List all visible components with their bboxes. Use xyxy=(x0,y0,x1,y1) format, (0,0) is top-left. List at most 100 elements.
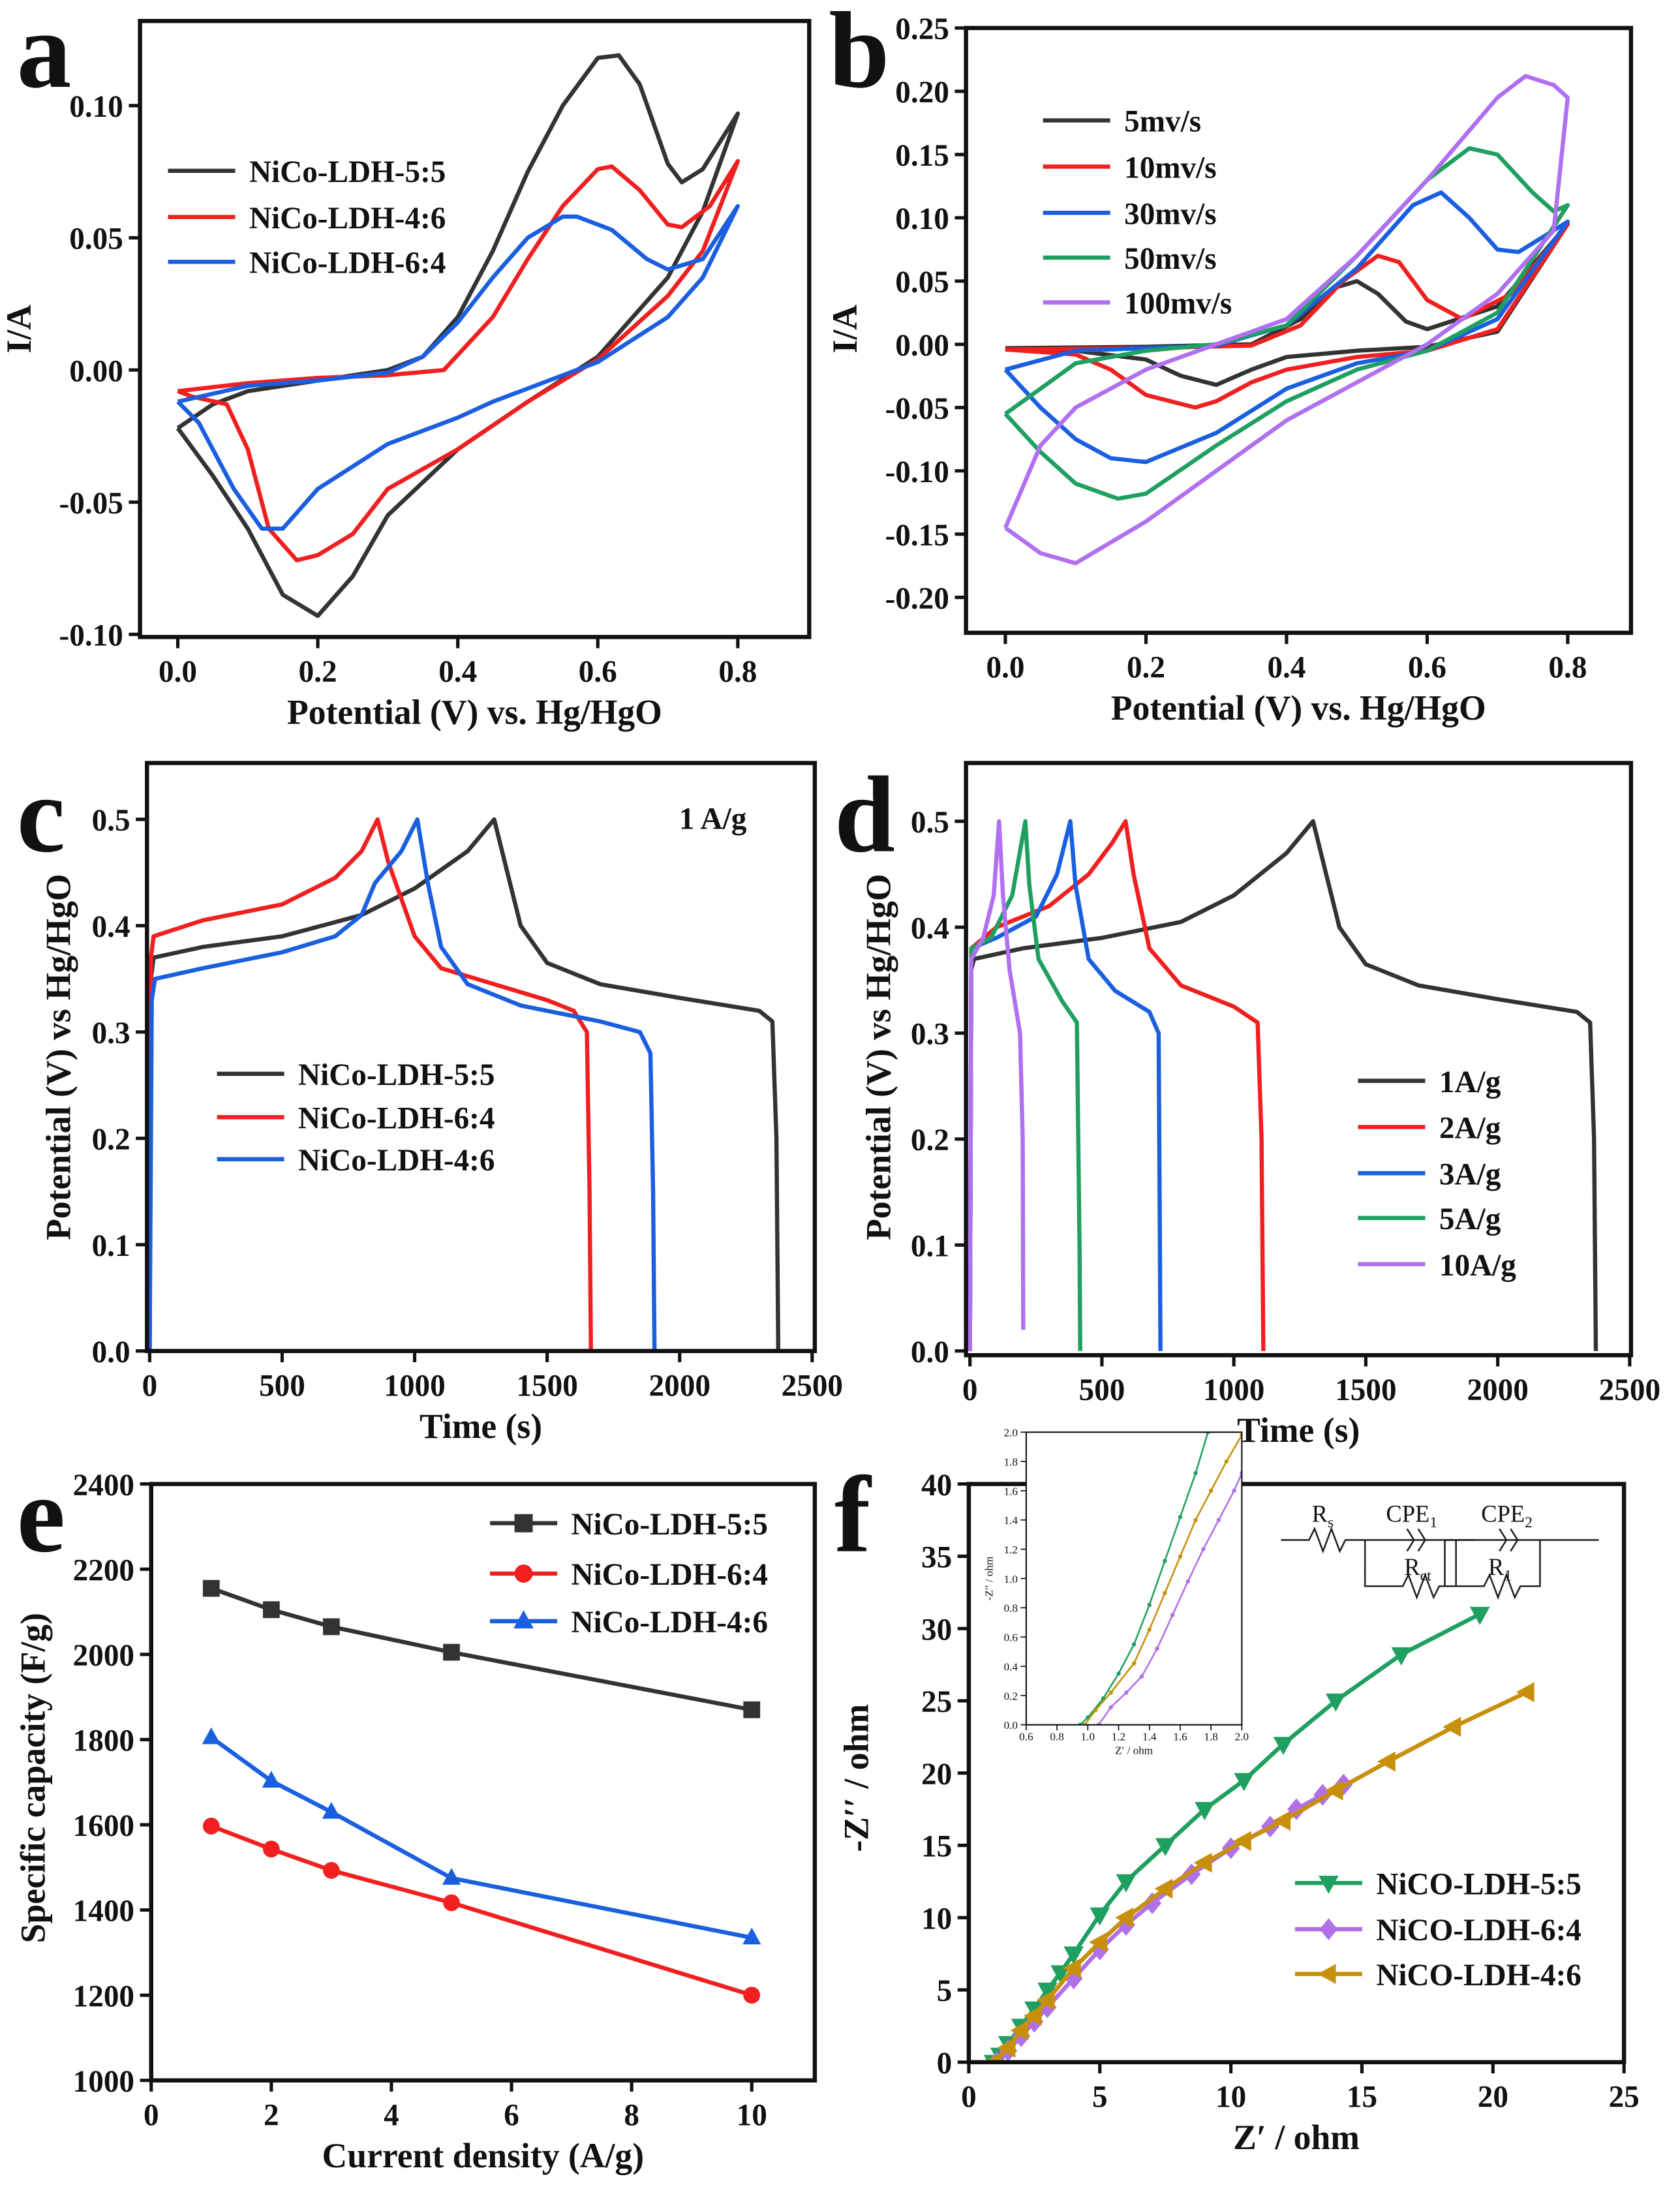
y-tick-label: 0.10 xyxy=(69,90,123,124)
panel-e: e 0 2 4 6 8 10 1000 1200 1400 1600 1800 2000 2200 2400… xyxy=(14,1455,817,2175)
x-tick-label: 500 xyxy=(1079,1373,1125,1407)
inset-chart: 0.6 0.8 1.0 1.2 1.4 1.6 1.8 2.0 0.0 0.2 0.4 0.6 0.8 1… xyxy=(983,1427,1249,1757)
x-tick-label: 0 xyxy=(962,1373,978,1407)
y-tick-label: 0 xyxy=(937,2047,953,2081)
series-group xyxy=(176,53,741,618)
marker-triangle-down xyxy=(1325,1693,1346,1712)
inset-marker xyxy=(1093,1708,1098,1713)
y-axis-label: I/A xyxy=(0,305,38,354)
series-group xyxy=(968,819,1598,1351)
panel-letter: c xyxy=(17,755,65,876)
marker-triangle-up xyxy=(322,1801,341,1819)
y-tick-label: 0.3 xyxy=(92,1016,130,1050)
x-tick-label: 0.2 xyxy=(1127,651,1165,685)
panel-letter: f xyxy=(834,1455,872,1576)
marker-square xyxy=(514,1514,533,1533)
marker-triangle-down xyxy=(1155,1838,1176,1857)
label-cpe2: CPE2 xyxy=(1481,1501,1533,1532)
y-tick-label: 0.0 xyxy=(1004,1719,1018,1732)
x-tick-label: 1500 xyxy=(516,1369,577,1403)
marker-triangle-left xyxy=(1317,1964,1336,1984)
marker-triangle-up xyxy=(442,1868,461,1885)
y-tick-label: 0.00 xyxy=(69,354,123,388)
x-tick-label: 0.0 xyxy=(159,655,197,689)
series-line xyxy=(968,819,1598,1351)
marker-triangle-up xyxy=(202,1727,221,1745)
series-line xyxy=(147,817,657,1351)
label-rct-main: R xyxy=(1404,1554,1420,1580)
series-line xyxy=(210,1824,753,1998)
y-tick-label: 0.1 xyxy=(911,1229,949,1263)
x-tick-label: 0.2 xyxy=(299,655,337,689)
x-tick-label: 20 xyxy=(1478,2081,1508,2114)
x-axis-label: Potential (V) vs. Hg/HgO xyxy=(1111,688,1486,727)
y-tick-label: 2400 xyxy=(73,1469,134,1503)
marker-triangle-down xyxy=(1050,1965,1071,1984)
label-r1-sub: 1 xyxy=(1504,1568,1512,1585)
y-tick-label: 1200 xyxy=(73,1979,134,2013)
label-cpe1-sub: 1 xyxy=(1429,1514,1437,1531)
legend-label: NiCo-LDH-6:4 xyxy=(571,1558,767,1592)
series-line xyxy=(147,817,781,1351)
x-tick-label: 0.6 xyxy=(579,655,617,689)
marker-triangle-up xyxy=(742,1927,761,1945)
legend-label: 30mv/s xyxy=(1124,197,1217,231)
y-tick-label: 0.05 xyxy=(895,266,949,299)
marker-triangle-left xyxy=(1516,1682,1535,1702)
y-tick-label: 0.3 xyxy=(911,1018,949,1052)
series-line xyxy=(968,819,1082,1351)
marker-square xyxy=(202,1580,220,1597)
inset-marker xyxy=(1193,1471,1198,1476)
inset-marker xyxy=(1232,1488,1236,1493)
x-tick-label: 2000 xyxy=(1467,1373,1528,1407)
inset-y-label: -Z′′ / ohm xyxy=(983,1556,995,1600)
series-line xyxy=(1003,190,1570,465)
marker-triangle-left xyxy=(1443,1717,1461,1737)
y-tick-label: -0.20 xyxy=(885,582,949,616)
inset-series-line xyxy=(1079,1432,1209,1725)
cpe2-symbol xyxy=(1499,1528,1519,1552)
marker-triangle-down xyxy=(1469,1606,1490,1625)
y-tick-label: 0.5 xyxy=(911,806,949,840)
x-tick-label: 2 xyxy=(264,2098,279,2132)
x-axis-label: Potential (V) vs. Hg/HgO xyxy=(287,692,662,731)
x-axis-label: Z′ / ohm xyxy=(1233,2118,1360,2157)
series-line xyxy=(176,204,741,531)
y-tick-label: 1000 xyxy=(73,2065,134,2099)
marker-triangle-down xyxy=(1116,1874,1137,1893)
plot-frame xyxy=(966,1482,1627,2065)
marker-triangle-left xyxy=(1023,2006,1042,2026)
x-tick-label: 2500 xyxy=(1599,1373,1660,1407)
inset-marker xyxy=(1147,1627,1152,1632)
y-tick-label: 35 xyxy=(921,1541,952,1575)
x-tick-label: 10 xyxy=(737,2098,767,2132)
annotation: 1 A/g xyxy=(679,802,747,836)
marker-triangle-left xyxy=(1232,1831,1251,1852)
legend-label: NiCo-LDH-6:4 xyxy=(249,246,446,280)
legend-label: NiCo-LDH-5:5 xyxy=(298,1058,495,1092)
x-tick-label: 1.0 xyxy=(1081,1730,1095,1743)
label-cpe1-main: CPE xyxy=(1386,1501,1429,1527)
panel-letter: e xyxy=(17,1455,65,1576)
label-rs-main: R xyxy=(1312,1501,1328,1527)
y-tick-label: 1800 xyxy=(73,1724,134,1758)
x-tick-label: 0.6 xyxy=(1019,1730,1033,1743)
panel-c: c 0 500 1000 1500 2000 2500 0.0 0.1 0.2 0.3 0.4 0.5 T… xyxy=(17,755,843,1446)
y-tick-label: 0.15 xyxy=(895,139,949,173)
marker-triangle-left xyxy=(1062,1958,1081,1979)
y-tick-label: 0.05 xyxy=(69,222,123,256)
marker-circle xyxy=(323,1861,340,1879)
x-tick-label: 5 xyxy=(1092,2081,1108,2114)
marker-triangle-down xyxy=(1391,1647,1412,1666)
inset-marker xyxy=(1163,1559,1167,1563)
marker-circle xyxy=(443,1894,460,1912)
y-tick-label: 0.10 xyxy=(895,202,949,236)
y-tick-label: 10 xyxy=(921,1902,952,1936)
x-tick-label: 2.0 xyxy=(1235,1730,1249,1743)
x-tick-label: 0.8 xyxy=(1050,1730,1063,1743)
y-tick-label: 0.8 xyxy=(1004,1602,1018,1615)
resistor-rs xyxy=(1281,1526,1474,1554)
y-tick-label: 0.25 xyxy=(895,12,949,46)
legend-label: NiCo-LDH-5:5 xyxy=(249,155,446,189)
